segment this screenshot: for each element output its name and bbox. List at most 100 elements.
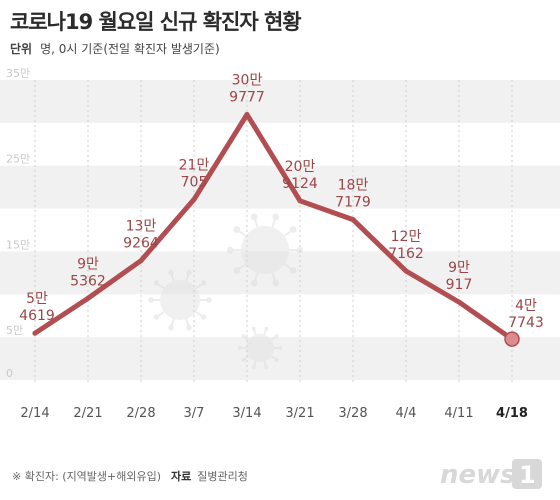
data-point (138, 258, 144, 264)
y-tick-label: 5만 (6, 324, 23, 337)
virus-spike-tip (200, 314, 207, 320)
virus-spike-tip (250, 279, 258, 287)
unit-text: 명, 0시 기준(전일 확진자 발생기준) (40, 42, 220, 56)
virus-spike-tip (206, 297, 212, 303)
virus-decoration (148, 213, 304, 370)
x-gridlines (34, 80, 513, 384)
x-tick-label: 2/14 (20, 406, 49, 421)
data-label-value: 9264 (123, 236, 159, 252)
virus-spike-tip (274, 334, 279, 339)
virus-body (160, 280, 200, 320)
virus-spike-tip (241, 357, 246, 362)
data-label-value: 705 (181, 174, 208, 190)
virus-spike-tip (278, 346, 283, 350)
virus-spike-tip (264, 365, 269, 370)
virus-spike-tip (153, 280, 160, 286)
data-label-value: 5만 (26, 291, 48, 307)
data-label-value: 18만 (338, 178, 369, 194)
y-tick-label: 15만 (6, 238, 30, 251)
virus-spike-tip (251, 365, 256, 370)
data-label-value: 4만 (515, 298, 537, 314)
data-point (244, 111, 250, 117)
data-label-value: 21만 (179, 157, 210, 173)
virus-spike-tip (148, 297, 154, 303)
unit-label: 단위 (10, 42, 33, 56)
virus-spike-tip (251, 326, 256, 331)
virus-icon (237, 326, 283, 370)
virus-spike-tip (186, 324, 192, 331)
x-tick-label: 2/21 (73, 406, 102, 421)
x-tick-label: 3/21 (285, 406, 314, 421)
virus-spike-tip (272, 279, 280, 287)
virus-spike-tip (241, 334, 246, 339)
data-label-value: 5362 (70, 273, 106, 289)
virus-spike-tip (168, 324, 174, 331)
data-label-value: 7179 (335, 195, 371, 211)
y-tick-label: 35만 (6, 67, 30, 80)
footnote-text: ※ 확진자: (지역발생+해외유입) (12, 470, 162, 483)
grid-band-0 (0, 80, 560, 123)
virus-spike-tip (289, 226, 297, 233)
y-axis-ticks: 0 5만 15만 25만 35만 (6, 67, 30, 380)
data-label-value: 7743 (508, 315, 544, 331)
virus-spike-tip (226, 246, 234, 254)
y-tick-label: 0 (6, 367, 13, 380)
virus-spike-tip (289, 267, 297, 274)
series-line (32, 112, 515, 342)
virus-spike-tip (233, 226, 241, 233)
svg-text:news: news (440, 460, 516, 490)
x-tick-label: 2/28 (126, 406, 155, 421)
source-text: 질병관리청 (197, 470, 248, 483)
x-tick-label: 4/4 (396, 406, 417, 421)
virus-spike-tip (272, 213, 280, 221)
data-point (456, 299, 462, 305)
footnote: ※ 확진자: (지역발생+해외유입) 자료 질병관리청 (12, 468, 248, 484)
virus-spike-tip (186, 269, 192, 276)
virus-spike-tip (237, 346, 242, 350)
data-point (350, 217, 356, 223)
data-point (403, 268, 409, 274)
virus-body (246, 334, 274, 362)
chart-title: 코로나19 월요일 신규 확진자 현황 (10, 10, 302, 34)
x-tick-label: 3/7 (184, 406, 205, 421)
virus-spike-tip (153, 314, 160, 320)
news1-logo: news 1 (440, 459, 542, 490)
virus-icon (226, 213, 304, 287)
data-label-value: 9만 (77, 256, 99, 272)
x-tick-label: 3/14 (232, 406, 261, 421)
series-points (32, 111, 520, 347)
data-label-value: 9777 (229, 89, 265, 105)
unit-note: 단위 명, 0시 기준(전일 확진자 발생기준) (10, 40, 220, 57)
highlight-point (504, 331, 520, 347)
virus-spike-tip (250, 213, 258, 221)
data-label-value: 20만 (285, 159, 316, 175)
data-label-value: 12만 (391, 229, 422, 245)
virus-spike-tip (274, 357, 279, 362)
data-label-value: 9만 (448, 260, 470, 276)
virus-body (241, 226, 289, 274)
data-label-value: 4619 (19, 308, 55, 324)
virus-spike-tip (233, 267, 241, 274)
data-point (32, 330, 38, 336)
data-point (297, 198, 303, 204)
virus-spike-tip (264, 326, 269, 331)
source-label: 자료 (171, 470, 192, 483)
grid-bands (0, 80, 560, 380)
data-label-value: 7162 (388, 246, 424, 262)
data-point (191, 196, 197, 202)
data-label-value: 9124 (282, 176, 318, 192)
data-label-value: 13만 (126, 219, 157, 235)
virus-spike-tip (168, 269, 174, 276)
grid-band-3 (0, 337, 560, 380)
svg-text:1: 1 (519, 461, 536, 489)
x-axis-ticks: 2/14 2/21 2/28 3/7 3/14 3/21 3/28 4/4 4/11 4/18 (20, 406, 528, 421)
data-point (85, 295, 91, 301)
data-label-value: 917 (446, 277, 473, 293)
x-tick-label: 4/18 (496, 406, 528, 421)
virus-spike-tip (200, 280, 207, 286)
y-tick-label: 25만 (6, 153, 30, 166)
x-tick-label: 4/11 (444, 406, 473, 421)
data-label-value: 30만 (232, 72, 263, 88)
